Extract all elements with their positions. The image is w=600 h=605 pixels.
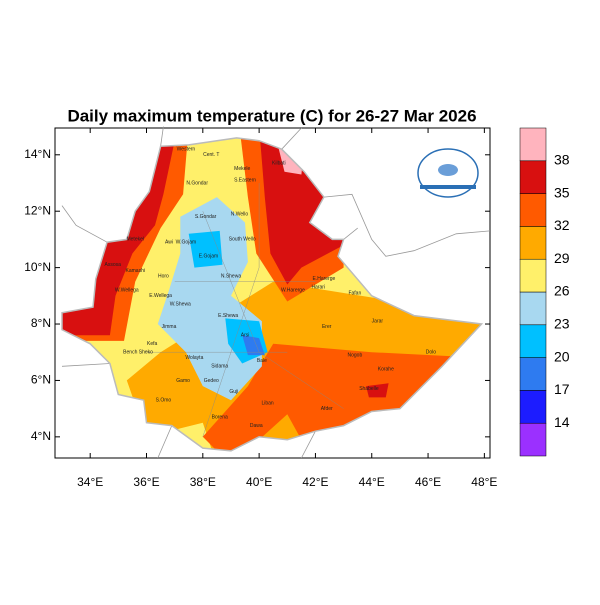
- map-frame: [54, 127, 491, 459]
- border-line: [281, 127, 302, 150]
- admin-line: [202, 183, 260, 437]
- zone-label: S.Eastern: [234, 178, 256, 184]
- zone-label: Kilbati: [272, 161, 286, 167]
- colorbar-label: 26: [554, 283, 570, 299]
- colorbar-box: [519, 127, 547, 162]
- border-line: [343, 227, 358, 240]
- x-tick-label: 40°E: [246, 475, 272, 489]
- zone-label: N.Shewa: [221, 273, 242, 279]
- y-tick-label: 12°N: [24, 203, 51, 217]
- colorbar-box: [519, 291, 547, 326]
- title: Daily maximum temperature (C) for 26-27 …: [67, 106, 476, 125]
- zone-label: Harari: [311, 285, 325, 291]
- zone-label: N.Gondar: [186, 180, 208, 186]
- colorbar-label: 29: [554, 250, 570, 266]
- zone-label: Kefa: [147, 341, 158, 347]
- temperature-area: [242, 335, 265, 356]
- x-tick-label: 36°E: [133, 475, 159, 489]
- temperature-area: [188, 230, 223, 268]
- zone-label: Fafan: [348, 290, 361, 296]
- zone-label: Bench Sheko: [123, 350, 153, 356]
- border-line: [61, 205, 108, 243]
- y-tick-label: 4°N: [31, 429, 51, 443]
- zone-label: W.Wellega: [115, 288, 139, 294]
- colorbar-label: 23: [554, 316, 570, 332]
- zone-label: Nogob: [347, 352, 362, 358]
- zone-label: Borena: [212, 414, 228, 420]
- zone-label: Metekel: [126, 237, 144, 243]
- zone-label: Horo: [158, 273, 169, 279]
- colorbar-label: 20: [554, 348, 570, 364]
- zone-label: E.Wellega: [149, 293, 172, 299]
- zone-label: E.Harerge: [312, 276, 335, 282]
- zone-label: Sidama: [211, 364, 228, 370]
- temperature-area: [366, 383, 389, 398]
- zone-label: N.Wello: [231, 211, 249, 217]
- colorbar-box: [519, 258, 547, 293]
- y-tick-label: 6°N: [31, 373, 51, 387]
- colorbar-label: 14: [554, 414, 570, 430]
- x-tick-label: 38°E: [190, 475, 216, 489]
- colorbar-box: [519, 390, 547, 424]
- x-tick-label: 44°E: [359, 475, 385, 489]
- zone-label: Korahe: [378, 366, 394, 372]
- zone-label: S.Omo: [156, 398, 172, 404]
- zone-label: Dolo: [426, 350, 437, 356]
- colorbar-label: 32: [554, 217, 570, 233]
- zone-label: Awi: [165, 240, 173, 246]
- zone-label: Gamo: [176, 378, 190, 384]
- zone-label: W.Harerge: [281, 288, 305, 294]
- colorbar-box: [519, 226, 547, 260]
- zone-label: Liban: [261, 400, 273, 406]
- zone-label: S.Gondar: [195, 214, 217, 220]
- colorbar-box: [519, 422, 547, 457]
- zone-label: Mekele: [234, 166, 250, 172]
- colorbar-box: [519, 193, 547, 227]
- zone-label: Assosa: [105, 262, 122, 268]
- colorbar-box: [519, 324, 547, 358]
- zone-label: Erer: [322, 324, 332, 330]
- y-tick-label: 14°N: [24, 147, 51, 161]
- zone-label: Wolayta: [185, 355, 203, 361]
- zone-label: W.Gojam: [176, 240, 197, 246]
- border-line: [323, 193, 491, 257]
- x-tick-label: 42°E: [302, 475, 328, 489]
- zone-label: W.Shewa: [170, 302, 191, 308]
- colorbar-box: [519, 160, 547, 194]
- zone-label: Bale: [257, 358, 267, 364]
- border-line: [157, 425, 173, 459]
- zone-label: Jimma: [162, 324, 177, 330]
- border-line: [61, 363, 110, 367]
- zone-label: E.Gojam: [199, 254, 218, 260]
- zone-label: Shabelle: [359, 386, 379, 392]
- colorbar-label: 35: [554, 184, 570, 200]
- border-line: [301, 431, 316, 459]
- zone-label: Jarar: [372, 319, 384, 325]
- x-tick-label: 46°E: [415, 475, 441, 489]
- zone-label: Kamashi: [126, 268, 145, 274]
- y-tick-label: 10°N: [24, 260, 51, 274]
- zone-label: Cent. T: [203, 152, 219, 158]
- x-tick-label: 34°E: [77, 475, 103, 489]
- zone-label: Dawa: [250, 423, 263, 429]
- border-line: [160, 126, 164, 147]
- zone-label: Guji: [229, 389, 238, 395]
- zone-label: Western: [177, 146, 196, 152]
- x-tick-label: 48°E: [471, 475, 497, 489]
- zone-label: Afder: [321, 406, 333, 412]
- colorbar-label: 38: [554, 152, 570, 168]
- logo: [417, 148, 479, 198]
- zone-label: Arsi: [241, 333, 250, 339]
- zone-label: Gedeo: [204, 378, 219, 384]
- zone-label: South Wello: [229, 237, 256, 243]
- colorbar-box: [519, 357, 547, 391]
- colorbar-label: 17: [554, 381, 570, 397]
- y-tick-label: 8°N: [31, 316, 51, 330]
- country-outline: [61, 137, 484, 452]
- zone-label: E.Shewa: [218, 313, 238, 319]
